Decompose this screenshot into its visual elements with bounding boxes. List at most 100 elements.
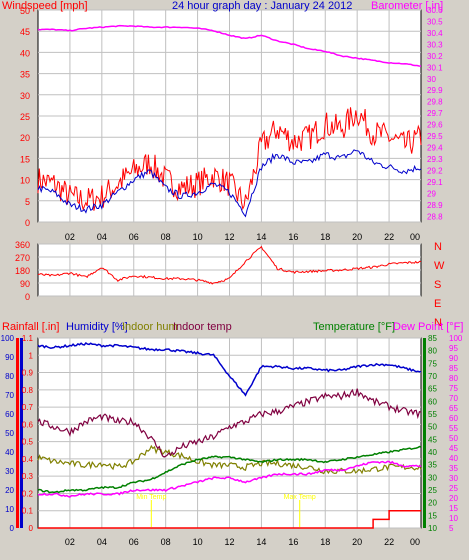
y2-tick-label: 30.6 [427, 6, 443, 15]
rain-tick-label: 0.1 [22, 507, 34, 516]
rain-tick-label: 0.7 [22, 403, 34, 412]
x-tick-label: 22 [384, 232, 394, 242]
y2-tick-label: 30 [427, 75, 436, 84]
y2-tick-label: 29 [427, 189, 436, 198]
series-windspeed [37, 107, 422, 212]
compass-label: W [434, 260, 445, 272]
y-tick-label: 15 [20, 154, 30, 164]
y-tick-label: 270 [15, 253, 30, 263]
dew-tick-label: 45 [449, 444, 458, 453]
dew-tick-label: 85 [449, 364, 458, 373]
x-tick-label: 06 [129, 232, 139, 242]
humidity-label: Humidity [%] [66, 321, 128, 333]
y-tick-label: 30 [20, 91, 30, 101]
series-rainfall [38, 509, 421, 529]
temp-tick-label: 35 [428, 461, 437, 470]
indoor-temp-label: Indoor temp [173, 321, 232, 333]
x-tick-label: 16 [288, 232, 298, 242]
temp-tick-label: 30 [428, 473, 437, 482]
dew-tick-label: 75 [449, 384, 458, 393]
x-tick-label: 08 [161, 537, 171, 547]
y2-tick-label: 29.8 [427, 98, 443, 107]
dew-tick-label: 20 [449, 494, 458, 503]
dew-tick-label: 5 [449, 524, 454, 533]
humidity-tick-label: 60 [5, 410, 14, 419]
dew-tick-label: 35 [449, 464, 458, 473]
y-tick-label: 0 [25, 292, 30, 302]
windspeed-label: Windspeed [mph] [2, 0, 88, 12]
y2-tick-label: 30.5 [427, 17, 443, 26]
y2-tick-label: 28.9 [427, 201, 443, 210]
y2-tick-label: 29.4 [427, 144, 443, 153]
rain-tick-label: 0.9 [22, 369, 34, 378]
x-tick-label: 04 [97, 537, 107, 547]
compass-label: N [434, 241, 442, 253]
humidity-tick-label: 30 [5, 467, 14, 476]
y-tick-label: 35 [20, 70, 30, 80]
x-tick-label: 00 [410, 537, 420, 547]
temp-tick-label: 80 [428, 347, 437, 356]
x-tick-label: 16 [288, 537, 298, 547]
dew-tick-label: 55 [449, 424, 458, 433]
dew-tick-label: 50 [449, 434, 458, 443]
x-tick-label: 18 [320, 537, 330, 547]
y2-tick-label: 29.6 [427, 121, 443, 130]
y-tick-label: 360 [15, 240, 30, 250]
x-tick-label: 20 [352, 537, 362, 547]
dew-tick-label: 65 [449, 404, 458, 413]
x-tick-label: 10 [193, 537, 203, 547]
y-tick-label: 25 [20, 112, 30, 122]
y-tick-label: 90 [20, 279, 30, 289]
chart-title: 24 hour graph day : January 24 2012 [172, 0, 352, 12]
y2-tick-label: 30.3 [427, 40, 443, 49]
humidity-tick-label: 10 [5, 505, 14, 514]
barometer-label: Barometer [.in] [371, 0, 443, 12]
rain-tick-label: 0.3 [22, 472, 34, 481]
dew-tick-label: 40 [449, 454, 458, 463]
y2-tick-label: 29.7 [427, 109, 443, 118]
rain-tick-label: 0.2 [22, 489, 34, 498]
dew-tick-label: 95 [449, 344, 458, 353]
rain-tick-label: 1 [29, 351, 34, 360]
temp-humidity-panel: Rainfall [.in] Humidity [%] Indoor hum I… [1, 321, 464, 547]
humidity-tick-label: 70 [5, 391, 14, 400]
rain-tick-label: 1.1 [22, 334, 34, 343]
series-temperature [37, 445, 422, 494]
temp-tick-label: 75 [428, 359, 437, 368]
y-tick-label: 0 [25, 218, 30, 228]
series-indoor-temp [37, 388, 422, 458]
x-tick-label: 14 [256, 232, 266, 242]
temp-marker-label: Max Temp [284, 494, 316, 501]
humidity-axis-bar [20, 338, 23, 528]
y2-tick-label: 29.3 [427, 155, 443, 164]
x-tick-label: 22 [384, 537, 394, 547]
dew-tick-label: 15 [449, 504, 458, 513]
rain-tick-label: 0.8 [22, 386, 34, 395]
temperature-label: Temperature [°F] [313, 321, 395, 333]
temp-tick-label: 25 [428, 486, 437, 495]
series-barometer [37, 24, 422, 67]
y-tick-label: 50 [20, 6, 30, 16]
rainfall-label: Rainfall [.in] [2, 321, 59, 333]
humidity-tick-label: 90 [5, 353, 14, 362]
compass-label: N [434, 317, 442, 329]
humidity-tick-label: 0 [10, 524, 15, 533]
dew-tick-label: 90 [449, 354, 458, 363]
series-wind-direction [37, 245, 422, 285]
x-tick-label: 00 [410, 232, 420, 242]
humidity-tick-label: 40 [5, 448, 14, 457]
dew-tick-label: 10 [449, 514, 458, 523]
y-tick-label: 45 [20, 27, 30, 37]
x-tick-label: 20 [352, 232, 362, 242]
dew-tick-label: 100 [449, 334, 463, 343]
y2-tick-label: 29.2 [427, 166, 443, 175]
compass-label: S [434, 279, 441, 291]
y2-tick-label: 29.5 [427, 132, 443, 141]
y-tick-label: 40 [20, 48, 30, 58]
dew-tick-label: 80 [449, 374, 458, 383]
dew-tick-label: 30 [449, 474, 458, 483]
rain-axis-bar [16, 338, 19, 528]
